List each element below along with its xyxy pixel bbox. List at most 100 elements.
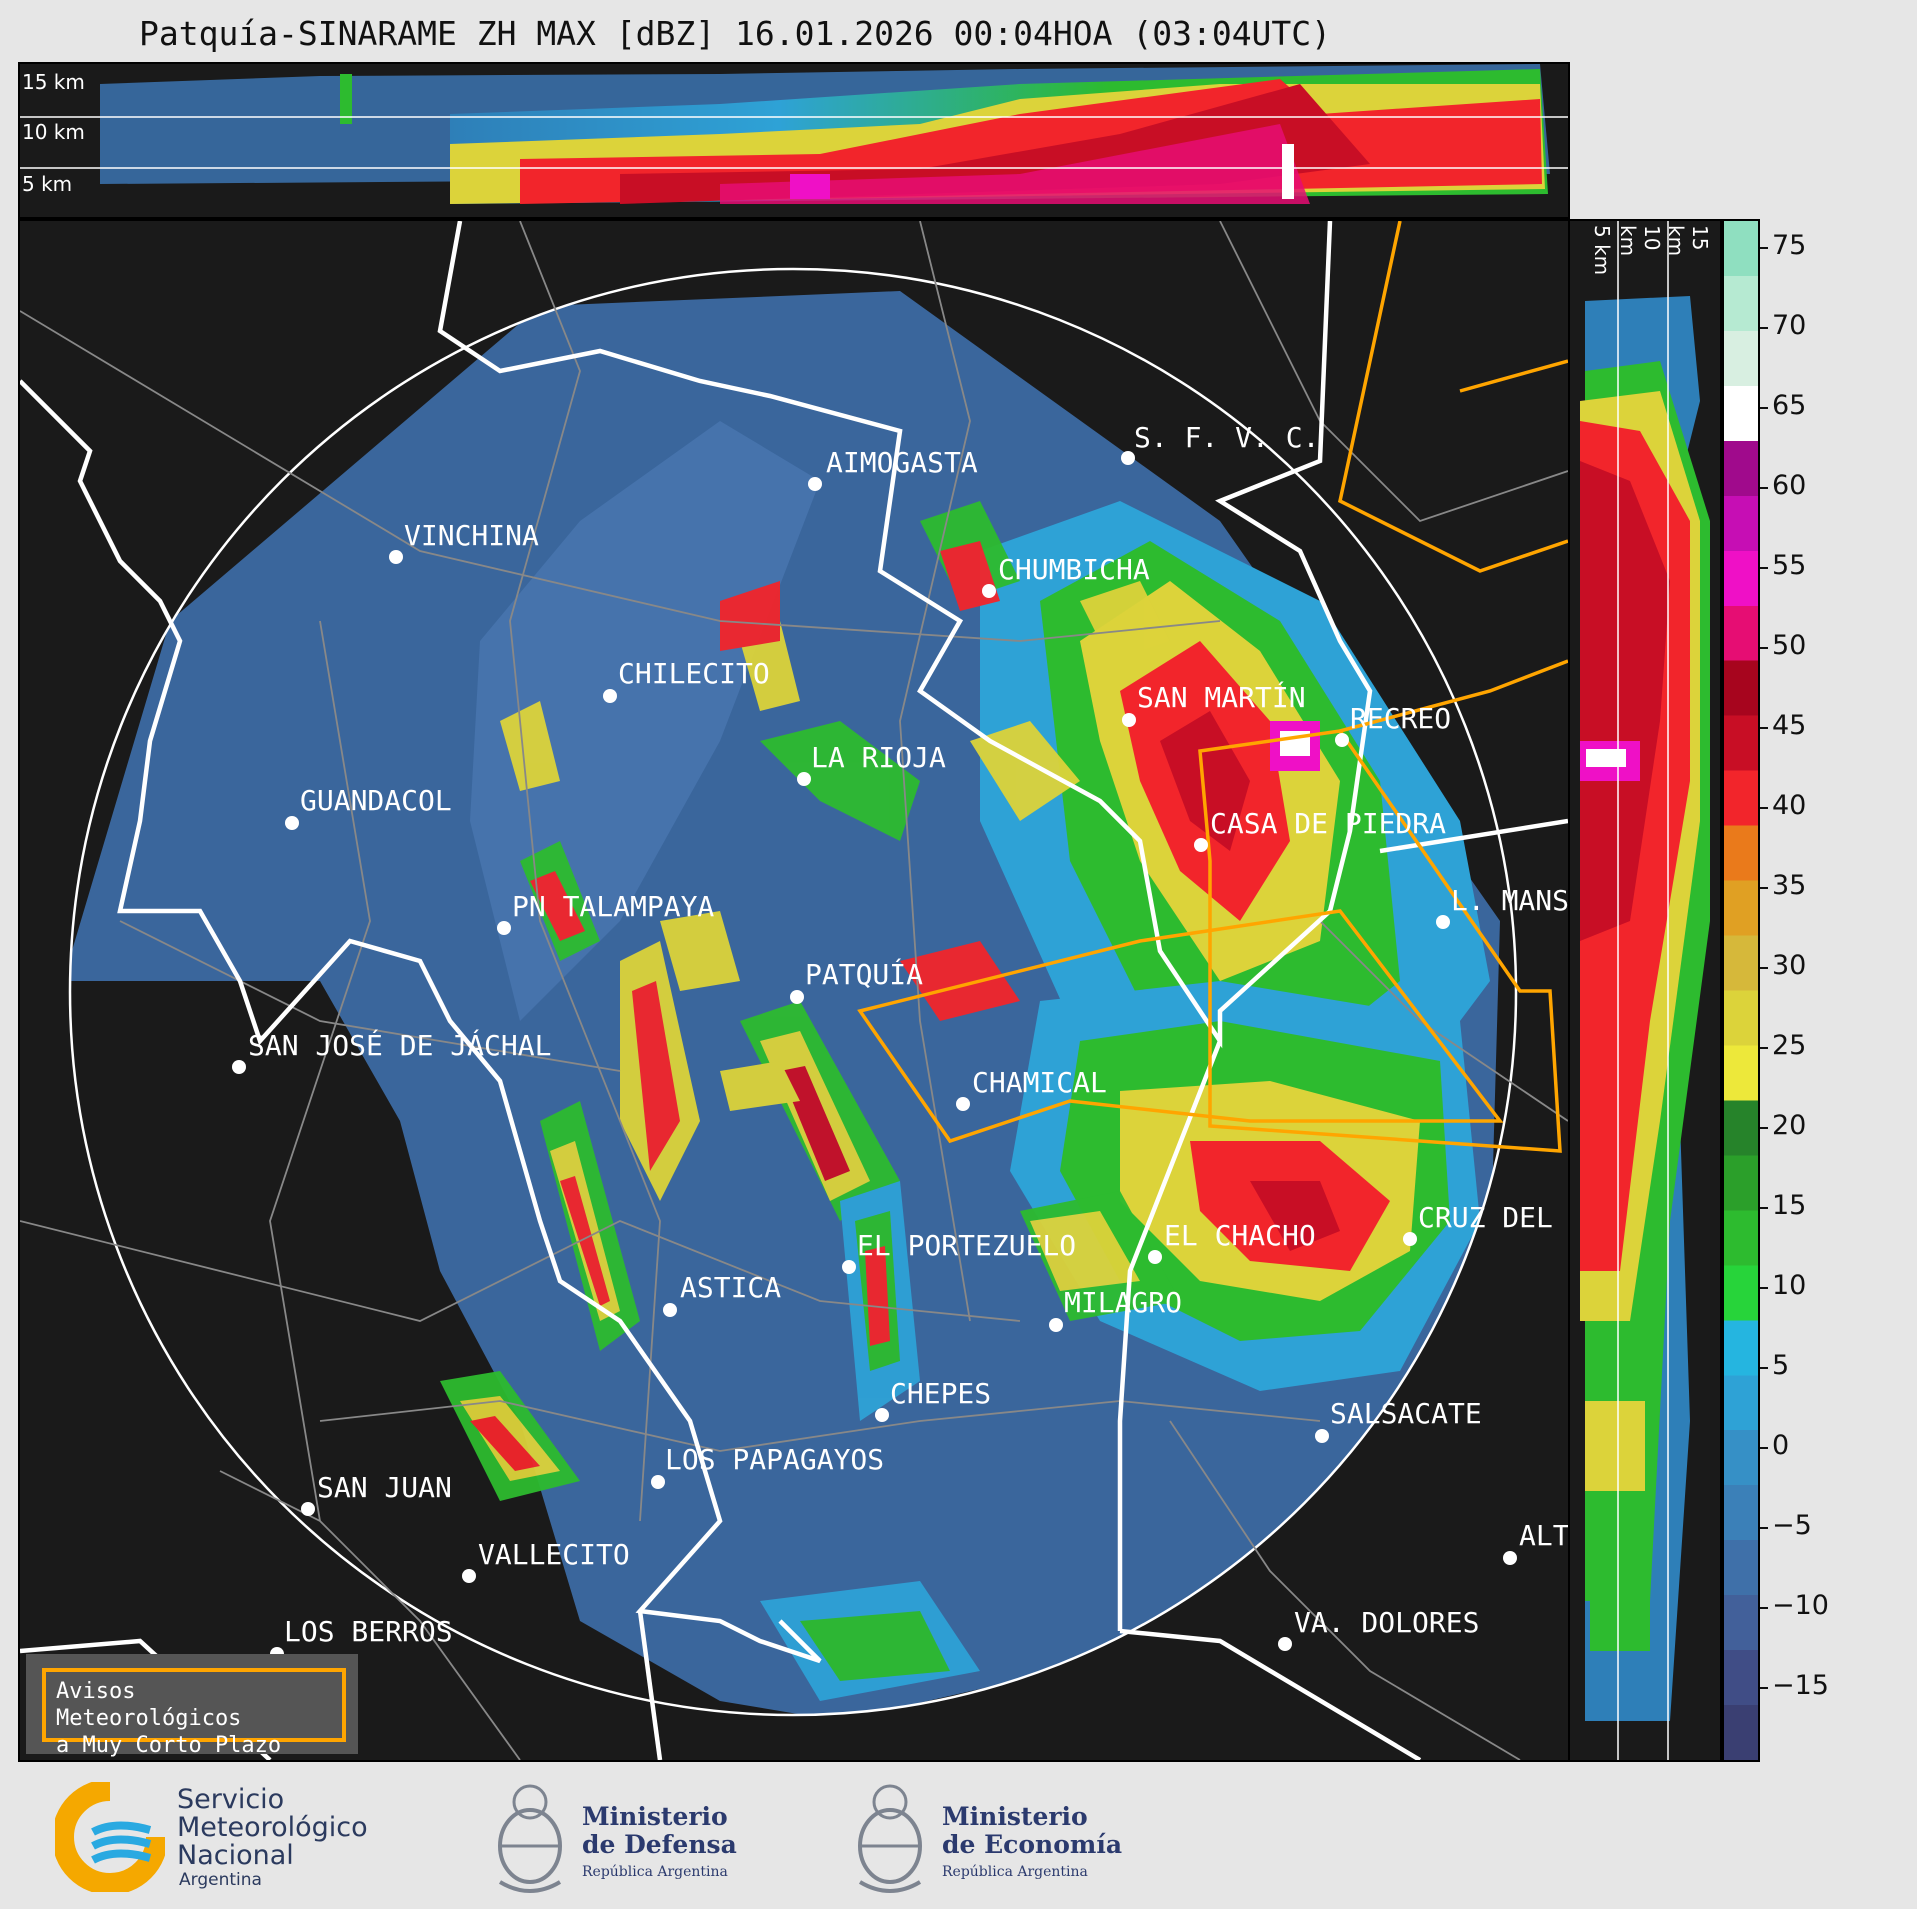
smn-logo-icon <box>55 1782 165 1892</box>
colorbar-tick-mark <box>1760 327 1768 329</box>
city-label-el-portezuelo: EL PORTEZUELO <box>857 1229 1077 1262</box>
city-label-casa-de-piedra: CASA DE PIEDRA <box>1210 807 1447 840</box>
coat-of-arms-icon <box>498 1784 562 1893</box>
storm-bands <box>440 501 1180 1701</box>
colorbar-tick-mark <box>1760 887 1768 889</box>
colorbar-tick-label: 65 <box>1772 390 1807 421</box>
colorbar-tick-label: 25 <box>1772 1030 1807 1061</box>
economia-logo-line3: República Argentina <box>942 1864 1088 1880</box>
warning-legend: Avisos Meteorológicos a Muy Corto Plazo <box>26 1654 358 1758</box>
city-label-chumbicha: CHUMBICHA <box>998 553 1150 586</box>
smn-logo-line3: Nacional <box>177 1840 294 1871</box>
economia-logo: Ministerio de Economía República Argenti… <box>850 1772 1130 1902</box>
city-label-la-rioja: LA RIOJA <box>811 741 946 774</box>
colorbar-tick-label: −10 <box>1772 1590 1829 1621</box>
colorbar-tick-label: 35 <box>1772 870 1807 901</box>
department-borders <box>20 221 1568 1760</box>
city-label-vinchina: VINCHINA <box>404 519 539 552</box>
city-label-recreo: RECREO <box>1350 702 1452 735</box>
top-profile-label-10km: 10 km <box>22 120 85 144</box>
colorbar-tick-mark <box>1760 1207 1768 1209</box>
city-label-alt: ALT <box>1519 1519 1570 1552</box>
city-label-patquia: PATQUÍA <box>805 958 924 991</box>
colorbar-tick-label: 50 <box>1772 630 1807 661</box>
warning-polygons <box>857 221 1568 1153</box>
side-profile-panel: 5 km 10 km 15 km <box>1568 219 1722 1762</box>
city-label-el-chacho: EL CHACHO <box>1164 1219 1316 1252</box>
colorbar-tick-label: −5 <box>1772 1510 1812 1541</box>
city-markers <box>232 451 1517 1661</box>
city-label-vallecito: VALLECITO <box>478 1538 630 1571</box>
side-profile-label-15km: 15 km <box>1664 225 1712 257</box>
colorbar-tick-mark <box>1760 967 1768 969</box>
colorbar-tick-mark <box>1760 1047 1768 1049</box>
warning-legend-line2: a Muy Corto Plazo <box>56 1733 282 1758</box>
colorbar-tick-mark <box>1760 1367 1768 1369</box>
city-label-salsacate: SALSACATE <box>1330 1397 1482 1430</box>
colorbar-tick-mark <box>1760 807 1768 809</box>
city-label-los-papagayos: LOS PAPAGAYOS <box>665 1443 885 1476</box>
side-profile-label-10km: 10 km <box>1616 225 1664 257</box>
province-borders <box>20 221 1568 1760</box>
city-label-chilecito: CHILECITO <box>618 657 770 690</box>
colorbar-tick-label: 55 <box>1772 550 1807 581</box>
smn-logo-line1: Servicio <box>177 1784 285 1815</box>
radar-map <box>20 221 1568 1760</box>
map-title: Patquía-SINARAME ZH MAX [dBZ] 16.01.2026… <box>138 14 1332 53</box>
top-profile-label-15km: 15 km <box>22 70 85 94</box>
colorbar-tick-label: 70 <box>1772 310 1807 341</box>
defensa-logo-line2: de Defensa <box>582 1830 737 1859</box>
colorbar-tick-mark <box>1760 247 1768 249</box>
colorbar-tick-mark <box>1760 1287 1768 1289</box>
city-label-san-juan: SAN JUAN <box>317 1471 452 1504</box>
colorbar <box>1722 219 1760 1762</box>
smn-logo-line4: Argentina <box>179 1870 262 1890</box>
defensa-logo-line3: República Argentina <box>582 1864 728 1880</box>
city-label-va-dolores: VA. DOLORES <box>1294 1606 1480 1639</box>
smn-logo-line2: Meteorológico <box>177 1812 368 1843</box>
colorbar-tick-mark <box>1760 487 1768 489</box>
city-label-astica: ASTICA <box>680 1271 782 1304</box>
colorbar-tick-mark <box>1760 1447 1768 1449</box>
colorbar-gradient <box>1724 221 1758 1760</box>
colorbar-tick-label: 30 <box>1772 950 1807 981</box>
city-label-l-mans: L. MANS <box>1451 884 1570 917</box>
city-label-guandacol: GUANDACOL <box>300 784 452 817</box>
economia-logo-line1: Ministerio <box>942 1802 1088 1831</box>
colorbar-tick-mark <box>1760 407 1768 409</box>
city-label-aimogasta: AIMOGASTA <box>826 446 978 479</box>
coat-of-arms-icon <box>858 1784 922 1893</box>
colorbar-tick-label: 40 <box>1772 790 1807 821</box>
top-profile-echoes <box>20 64 1568 204</box>
city-label-san-martin: SAN MARTÍN <box>1137 681 1306 714</box>
defensa-logo: Ministerio de Defensa República Argentin… <box>490 1772 760 1902</box>
colorbar-tick-label: 20 <box>1772 1110 1807 1141</box>
city-label-cruz-del: CRUZ DEL <box>1418 1201 1553 1234</box>
warning-legend-line1: Avisos Meteorológicos <box>56 1679 242 1731</box>
colorbar-tick-mark <box>1760 1127 1768 1129</box>
colorbar-tick-mark <box>1760 1527 1768 1529</box>
city-label-milagro: MILAGRO <box>1064 1286 1183 1319</box>
colorbar-tick-mark <box>1760 567 1768 569</box>
colorbar-tick-mark <box>1760 1687 1768 1689</box>
city-label-san-jose-de-jachal: SAN JOSÉ DE JÁCHAL <box>248 1029 552 1062</box>
colorbar-tick-label: 10 <box>1772 1270 1807 1301</box>
colorbar-tick-label: 60 <box>1772 470 1807 501</box>
smn-logo: Servicio Meteorológico Nacional Argentin… <box>55 1782 395 1892</box>
side-profile-label-5km: 5 km <box>1590 225 1614 276</box>
colorbar-tick-mark <box>1760 647 1768 649</box>
radar-map-panel: AIMOGASTA S. F. V. C. VINCHINA CHUMBICHA… <box>18 219 1570 1762</box>
colorbar-tick-label: 0 <box>1772 1430 1790 1461</box>
economia-logo-line2: de Economía <box>942 1830 1123 1859</box>
city-label-chepes: CHEPES <box>890 1377 992 1410</box>
top-profile-label-5km: 5 km <box>22 172 73 196</box>
city-label-chamical: CHAMICAL <box>972 1066 1107 1099</box>
top-profile-panel: 15 km 10 km 5 km <box>18 62 1570 219</box>
colorbar-tick-label: 15 <box>1772 1190 1807 1221</box>
colorbar-tick-mark <box>1760 1607 1768 1609</box>
colorbar-tick-mark <box>1760 727 1768 729</box>
side-profile-echoes <box>1580 221 1710 1760</box>
colorbar-tick-label: 5 <box>1772 1350 1790 1381</box>
colorbar-tick-label: 75 <box>1772 230 1807 261</box>
colorbar-tick-label: 45 <box>1772 710 1807 741</box>
